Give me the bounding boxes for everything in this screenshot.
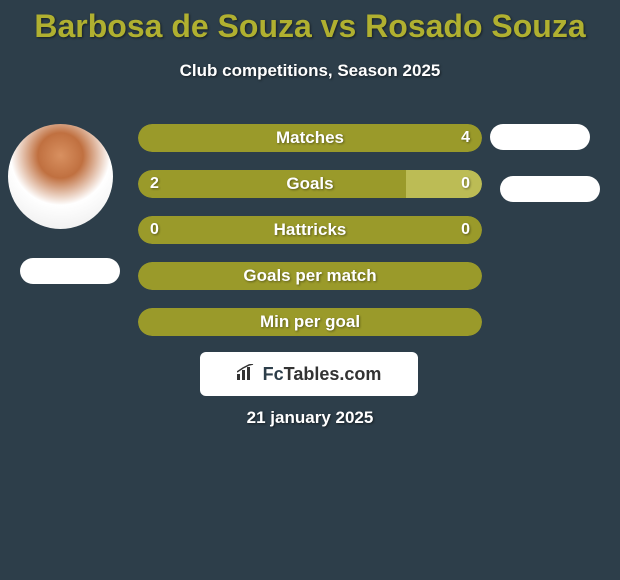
chart-icon [237,364,257,385]
subtitle: Club competitions, Season 2025 [0,61,620,81]
stat-row-goals: 2 Goals 0 [138,170,482,198]
stat-label: Goals per match [138,266,482,286]
stat-row-min-per-goal: Min per goal [138,308,482,336]
stat-value-right: 0 [461,175,470,193]
date-text: 21 january 2025 [0,408,620,428]
logo-box: FcTables.com [200,352,418,396]
stat-label: Goals [138,174,482,194]
stat-label: Matches [138,128,482,148]
stat-row-goals-per-match: Goals per match [138,262,482,290]
stat-label: Min per goal [138,312,482,332]
player-name-pill-left [20,258,120,284]
stat-value-right: 4 [461,129,470,147]
avatar-player-left [8,124,113,229]
stat-value-right: 0 [461,221,470,239]
player-name-pill-right-1 [490,124,590,150]
stat-row-matches: Matches 4 [138,124,482,152]
stats-bars: Matches 4 2 Goals 0 0 Hattricks 0 Goals … [138,124,482,354]
stat-row-hattricks: 0 Hattricks 0 [138,216,482,244]
player-name-pill-right-2 [500,176,600,202]
page-title: Barbosa de Souza vs Rosado Souza [0,0,620,45]
stat-label: Hattricks [138,220,482,240]
logo-text: FcTables.com [263,364,382,385]
